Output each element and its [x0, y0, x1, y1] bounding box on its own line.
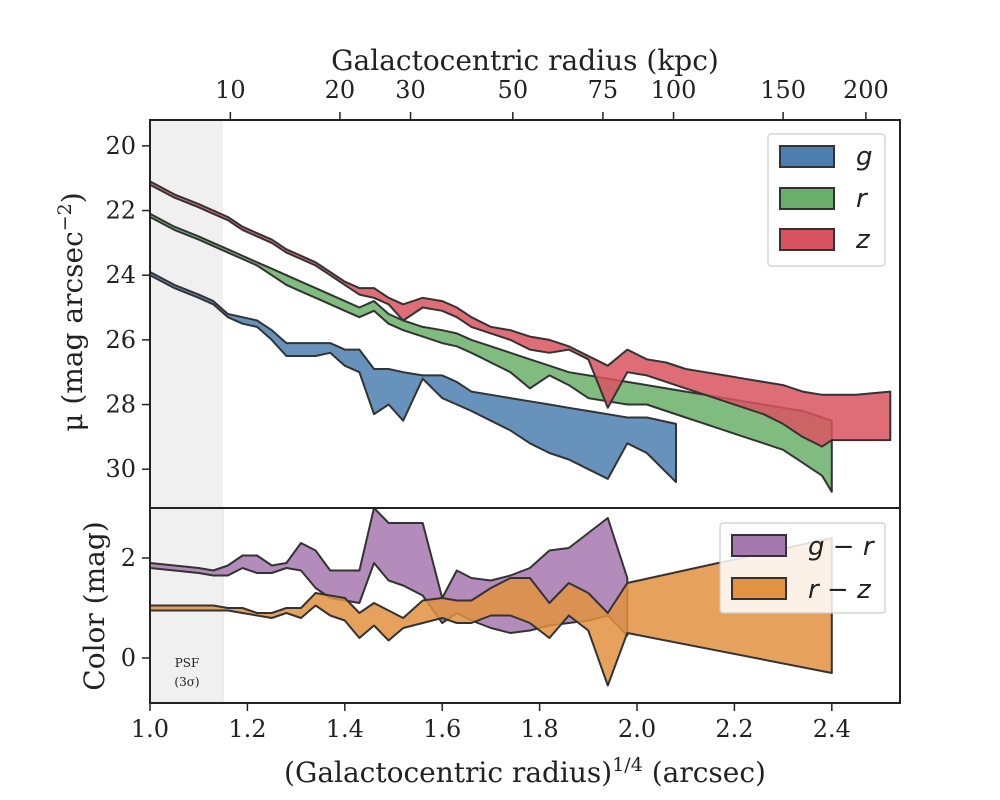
legend-swatch-r-z	[731, 577, 787, 600]
band-g	[150, 271, 677, 484]
y-axis-title-close: )	[56, 192, 89, 203]
top-x-tick-label: 50	[498, 76, 529, 104]
legend-top: g r z	[767, 133, 886, 267]
x-tick-label: 1.2	[228, 715, 266, 743]
x-tick-label: 1.8	[521, 715, 559, 743]
band-r-z	[150, 537, 833, 687]
y-tick-label-top: 26	[105, 326, 136, 354]
y-tick-label-bottom: 2	[121, 544, 136, 572]
band-r	[150, 212, 833, 493]
y-tick-label-bottom: 0	[121, 644, 136, 672]
top-x-tick-label: 75	[588, 76, 619, 104]
legend-label-r: r	[856, 184, 869, 214]
x-axis-title-superscript: 1/4	[612, 754, 643, 776]
y-tick-label-top: 24	[105, 261, 136, 289]
top-x-tick-label: 200	[843, 76, 889, 104]
x-axis-title-main: (Galactocentric radius)	[284, 756, 612, 789]
legend-label-r-z: r − z	[808, 575, 872, 605]
band-z	[150, 180, 892, 448]
top-x-tick-label: 10	[215, 76, 246, 104]
x-axis-title-unit: (arcsec)	[643, 756, 766, 789]
legend-swatch-r	[779, 187, 835, 210]
bottom-panel-frame	[149, 507, 901, 704]
y-axis-title-superscript: −2	[54, 203, 76, 231]
top-x-tick-label: 100	[651, 76, 697, 104]
x-tick-label: 2.2	[715, 715, 753, 743]
legend-swatch-g-r	[731, 534, 787, 557]
x-tick-label: 2.4	[813, 715, 851, 743]
legend-label-g-r: g − r	[808, 532, 876, 562]
top-axis-title: Galactocentric radius (kpc)	[331, 44, 719, 77]
y-tick-label-top: 20	[105, 132, 136, 160]
y-tick-label-top: 30	[105, 455, 136, 483]
legend-label-z: z	[855, 225, 871, 255]
y-tick-label-top: 28	[105, 391, 136, 419]
psf-region-top	[150, 120, 224, 508]
legend-swatch-z	[779, 228, 835, 251]
x-tick-label: 2.0	[618, 715, 656, 743]
top-x-tick-label: 150	[760, 76, 806, 104]
psf-sigma-label: (3σ)	[174, 675, 199, 689]
y-tick-label-top: 22	[105, 197, 136, 225]
x-axis-title: (Galactocentric radius)1/4 (arcsec)	[284, 754, 766, 789]
y-axis-title-top: μ (mag arcsec−2)	[54, 192, 89, 431]
x-tick-label: 1.6	[423, 715, 461, 743]
legend-swatch-g	[779, 145, 835, 168]
legend-label-g: g	[856, 142, 873, 172]
psf-label: PSF	[175, 656, 200, 670]
y-axis-title-main: μ (mag arcsec	[56, 231, 89, 431]
top-x-tick-label: 30	[395, 76, 426, 104]
y-axis-title-bottom: Color (mag)	[78, 521, 111, 690]
x-tick-label: 1.4	[326, 715, 364, 743]
x-tick-label: 1.0	[131, 715, 169, 743]
top-x-tick-label: 20	[325, 76, 356, 104]
legend-bottom: g − r r − z	[719, 522, 886, 614]
